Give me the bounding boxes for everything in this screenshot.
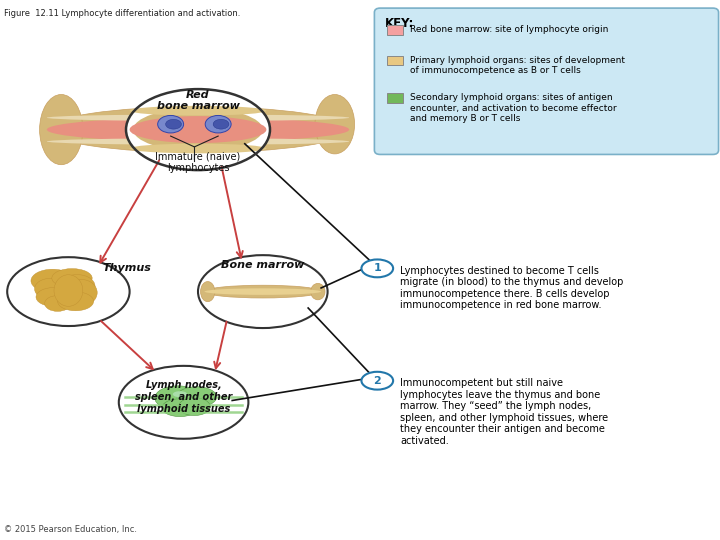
Ellipse shape <box>47 107 349 152</box>
Ellipse shape <box>158 116 184 133</box>
Text: Thymus: Thymus <box>102 262 151 273</box>
Ellipse shape <box>7 257 130 326</box>
Text: Immature (naive)
lymphocytes: Immature (naive) lymphocytes <box>156 152 240 173</box>
Text: Figure  12.11 Lymphocyte differentiation and activation.: Figure 12.11 Lymphocyte differentiation … <box>4 9 240 18</box>
Text: Slide 3: Slide 3 <box>688 9 716 18</box>
Ellipse shape <box>35 279 66 299</box>
Ellipse shape <box>205 116 231 133</box>
Text: Lymph nodes,
spleen, and other
lymphoid tissues: Lymph nodes, spleen, and other lymphoid … <box>135 380 233 414</box>
Text: Red bone marrow: site of lymphocyte origin: Red bone marrow: site of lymphocyte orig… <box>410 25 609 35</box>
Ellipse shape <box>133 108 263 151</box>
Ellipse shape <box>179 397 210 416</box>
Ellipse shape <box>47 118 349 141</box>
Text: Primary lymphoid organs: sites of development
of immunocompetence as B or T cell: Primary lymphoid organs: sites of develo… <box>410 56 626 75</box>
Ellipse shape <box>198 255 328 328</box>
Ellipse shape <box>130 106 266 116</box>
Ellipse shape <box>130 116 266 143</box>
Bar <box>387 93 403 103</box>
Ellipse shape <box>176 387 217 407</box>
Text: Bone marrow: Bone marrow <box>221 260 305 271</box>
Ellipse shape <box>315 94 355 154</box>
Ellipse shape <box>47 138 349 145</box>
Ellipse shape <box>45 295 71 312</box>
Ellipse shape <box>204 288 321 295</box>
Ellipse shape <box>361 372 393 390</box>
Ellipse shape <box>52 268 92 288</box>
Bar <box>387 25 403 35</box>
Text: Immunocompetent but still naive
lymphocytes leave the thymus and bone
marrow. Th: Immunocompetent but still naive lymphocy… <box>400 378 608 446</box>
Text: KEY:: KEY: <box>385 17 415 30</box>
Ellipse shape <box>166 119 181 129</box>
Ellipse shape <box>47 114 349 121</box>
Ellipse shape <box>58 292 94 311</box>
Text: 1: 1 <box>374 264 381 273</box>
Ellipse shape <box>54 275 83 306</box>
Bar <box>387 56 403 65</box>
Ellipse shape <box>213 119 229 129</box>
Ellipse shape <box>162 399 198 417</box>
Ellipse shape <box>361 259 393 278</box>
Ellipse shape <box>204 285 321 298</box>
Ellipse shape <box>126 89 270 170</box>
Ellipse shape <box>40 94 83 165</box>
Ellipse shape <box>59 275 95 298</box>
Ellipse shape <box>31 269 74 292</box>
Ellipse shape <box>66 280 97 306</box>
Ellipse shape <box>201 281 215 302</box>
Ellipse shape <box>130 144 266 153</box>
Ellipse shape <box>119 366 248 438</box>
Ellipse shape <box>173 391 187 397</box>
Ellipse shape <box>155 386 201 410</box>
Ellipse shape <box>36 287 72 307</box>
Ellipse shape <box>133 118 263 141</box>
Text: 2: 2 <box>374 376 381 386</box>
Text: Lymphocytes destined to become T cells
migrate (in blood) to the thymus and deve: Lymphocytes destined to become T cells m… <box>400 266 624 310</box>
Text: © 2015 Pearson Education, Inc.: © 2015 Pearson Education, Inc. <box>4 524 137 534</box>
Text: Secondary lymphoid organs: sites of antigen
encounter, and activation to become : Secondary lymphoid organs: sites of anti… <box>410 93 617 123</box>
Ellipse shape <box>311 284 325 300</box>
FancyBboxPatch shape <box>374 8 719 154</box>
Text: Red
bone marrow: Red bone marrow <box>156 90 240 111</box>
